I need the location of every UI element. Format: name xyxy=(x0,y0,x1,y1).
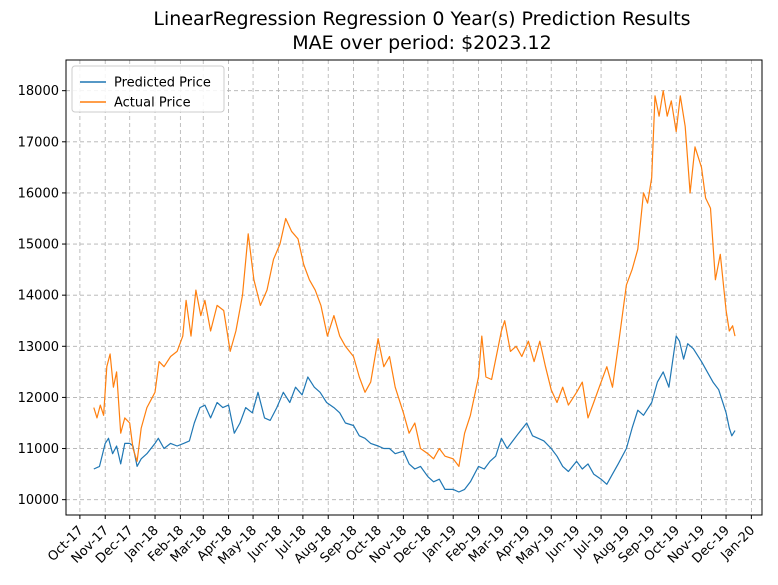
y-tick-label: 10000 xyxy=(18,493,59,508)
y-tick-label: 12000 xyxy=(18,391,59,406)
legend-label: Actual Price xyxy=(114,96,191,111)
chart-title: LinearRegression Regression 0 Year(s) Pr… xyxy=(153,8,690,30)
legend-label: Predicted Price xyxy=(114,76,211,91)
y-axis: 10000 11000 12000 13000 14000 15000 16000 17000… xyxy=(18,84,66,508)
y-tick-label: 17000 xyxy=(18,135,59,150)
series-line-predicted-price xyxy=(93,335,736,493)
x-axis: Oct-17Nov-17Dec-17Jan-18Feb-18Mar-18Apr-… xyxy=(45,515,758,568)
y-tick-label: 11000 xyxy=(18,442,59,457)
legend-box xyxy=(71,65,225,113)
legend: Predicted Price Actual Price xyxy=(71,65,225,113)
grid-lines xyxy=(66,60,762,515)
series-lines xyxy=(93,90,736,493)
y-tick-label: 13000 xyxy=(18,340,59,355)
y-tick-label: 14000 xyxy=(18,289,59,304)
y-tick-label: 16000 xyxy=(18,186,59,201)
plot-frame xyxy=(65,59,763,516)
y-tick-label: 18000 xyxy=(18,84,59,99)
y-tick-label: 15000 xyxy=(18,238,59,253)
series-line-actual-price xyxy=(93,90,736,467)
chart-subtitle: MAE over period: $2023.12 xyxy=(292,32,551,54)
